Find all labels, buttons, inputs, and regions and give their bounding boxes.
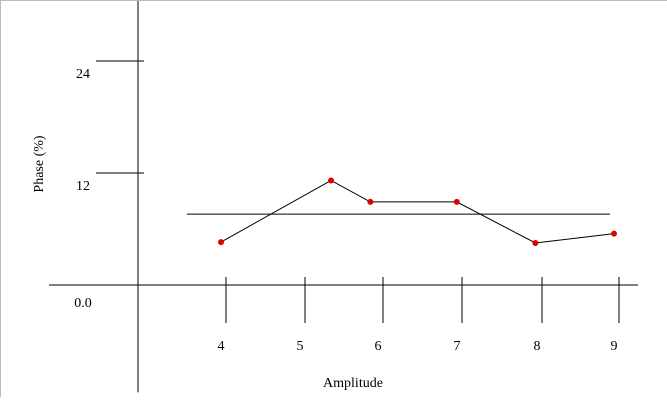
- data-point-6: [611, 230, 617, 237]
- y-tick-label-0.0: 0.0: [74, 296, 92, 311]
- x-tick-label-7: 7: [454, 339, 461, 354]
- series-line: [220, 179, 615, 244]
- x-tick-label-4: 4: [218, 339, 225, 354]
- y-tick-label-24: 24: [76, 67, 90, 82]
- x-tick-label-9: 9: [611, 339, 618, 354]
- data-point-3: [367, 198, 374, 205]
- x-tick-label-6: 6: [375, 339, 382, 354]
- x-tick-label-5: 5: [297, 339, 304, 354]
- y-tick-label-12: 12: [76, 179, 90, 194]
- data-point-2: [328, 177, 335, 184]
- x-tick-label-8: 8: [534, 339, 541, 354]
- data-point-4: [453, 198, 460, 205]
- axes: [49, 0, 638, 393]
- data-point-5: [532, 240, 539, 246]
- y-axis-title: Phase (%): [32, 135, 47, 192]
- series-layer: [218, 177, 617, 246]
- x-axis-title: Amplitude: [323, 376, 383, 391]
- data-point-1: [218, 239, 224, 246]
- tick-labels: 24 12 0.0 4 5 6 7 8 9: [74, 67, 617, 354]
